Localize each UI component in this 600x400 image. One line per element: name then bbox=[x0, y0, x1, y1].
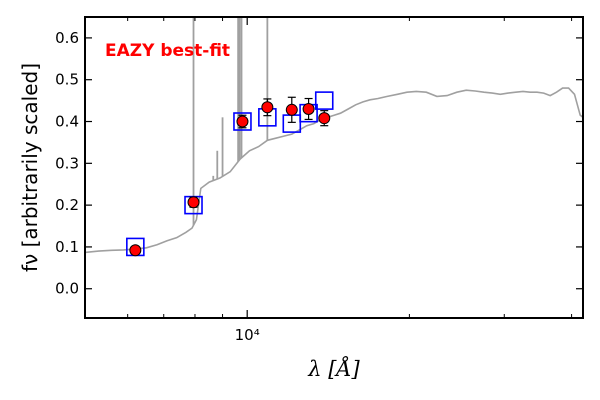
observed-photometry-point bbox=[236, 115, 249, 128]
axis-ticks: 0.0 0.1 0.2 0.3 0.4 0.5 0.6 10⁴ bbox=[55, 17, 583, 344]
x-axis-label: λ [Å] bbox=[307, 356, 360, 381]
observed-photometry-point bbox=[318, 112, 331, 125]
y-tick-label: 0.4 bbox=[55, 113, 79, 131]
y-tick-label: 0.0 bbox=[55, 280, 79, 298]
y-tick-label: 0.3 bbox=[55, 154, 79, 172]
y-tick-label: 0.6 bbox=[55, 29, 79, 47]
y-axis-label: fν [arbitrarily scaled] bbox=[18, 63, 42, 272]
annotation-label: EAZY best-fit bbox=[105, 41, 230, 61]
observed-photometry-point bbox=[187, 196, 200, 209]
observed-photometry-point bbox=[129, 244, 142, 257]
x-tick-label: 10⁴ bbox=[235, 326, 260, 344]
y-tick-label: 0.2 bbox=[55, 196, 79, 214]
y-tick-label: 0.1 bbox=[55, 238, 79, 256]
plot-area bbox=[85, 17, 583, 257]
model-photometry-marker bbox=[314, 91, 334, 110]
observed-photometry-point bbox=[285, 103, 298, 116]
y-tick-label: 0.5 bbox=[55, 71, 79, 89]
observed-photometry-point bbox=[302, 102, 315, 115]
template-spectrum-line bbox=[85, 87, 583, 254]
model-photometry-marker bbox=[233, 112, 252, 131]
observed-photometry-point bbox=[261, 101, 274, 114]
axes-frame bbox=[84, 16, 584, 319]
